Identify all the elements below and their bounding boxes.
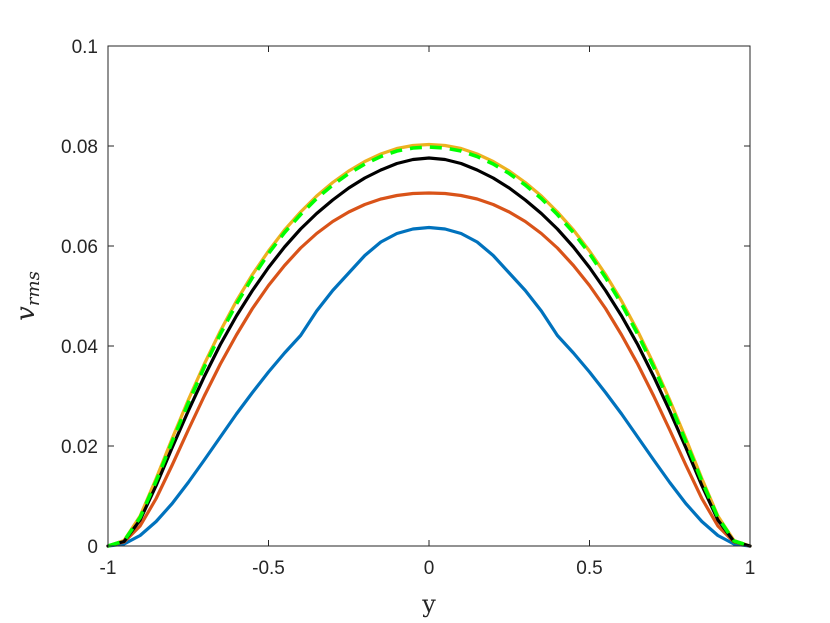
series-line-5 [107, 145, 751, 548]
x-tick-label: -0.5 [252, 558, 285, 579]
series-line-1 [106, 225, 752, 548]
x-axis-title: y [421, 590, 436, 618]
plot-area [108, 46, 750, 546]
x-tick-label: 0.5 [576, 558, 602, 579]
y-tick-label: 0.06 [61, 237, 98, 258]
y-tick-label: 0.04 [61, 337, 98, 358]
y-tick-label: 0 [87, 537, 98, 558]
axes: -1 -0.5 0 0.5 1 0 0.02 0.04 0.06 0.08 0.1 [61, 37, 755, 579]
plot-background [108, 46, 750, 546]
series-layer [106, 142, 752, 548]
x-tick-label: -1 [100, 558, 117, 579]
y-axis-title-subscript: rms [23, 271, 44, 306]
series-line-2 [106, 191, 752, 548]
series-line-4 [106, 156, 752, 548]
y-tick-label: 0.02 [61, 437, 98, 458]
x-tick-label: 1 [745, 558, 756, 579]
y-tick-label: 0.1 [72, 37, 98, 58]
x-tick-label: 0 [424, 558, 435, 579]
y-axis-title-base: v [11, 306, 41, 321]
y-tick-label: 0.08 [61, 137, 98, 158]
y-axis-title: vrms [11, 271, 44, 321]
